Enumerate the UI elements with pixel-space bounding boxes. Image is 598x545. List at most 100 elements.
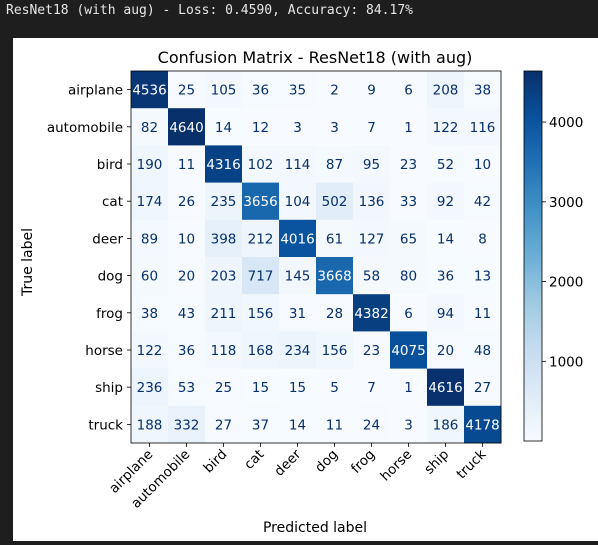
cell-value: 4640 — [169, 120, 203, 136]
heatmap-cell — [353, 108, 391, 146]
heatmap-cell — [242, 368, 280, 407]
heatmap-cell — [316, 71, 354, 109]
heatmap-cell — [353, 331, 391, 369]
chart-title: Confusion Matrix - ResNet18 (with aug) — [158, 48, 473, 67]
heatmap-cell — [131, 145, 169, 183]
heatmap-cell — [242, 257, 280, 295]
heatmap-cell — [390, 219, 428, 258]
heatmap-cell — [279, 219, 317, 258]
cell-value: 28 — [326, 306, 343, 322]
y-tick-label: ship — [95, 380, 123, 396]
colorbar: 1000 2000 3000 4000 — [523, 70, 583, 442]
y-tick-label: deer — [92, 231, 123, 247]
cell-value: 26 — [178, 194, 195, 210]
cell-value: 4016 — [280, 231, 314, 247]
heatmap-cell — [353, 368, 391, 407]
cell-value: 168 — [248, 343, 274, 359]
heatmap-cell — [353, 405, 391, 444]
heatmap-cell — [131, 294, 169, 332]
heatmap-cell — [427, 331, 465, 369]
cell-value: 65 — [400, 231, 417, 247]
cell-value: 234 — [285, 343, 311, 359]
cell-value: 82 — [141, 120, 158, 136]
cell-value: 3 — [404, 417, 413, 433]
heatmap-cell — [205, 257, 243, 295]
heatmap-cell — [427, 257, 465, 295]
heatmap-cell — [353, 257, 391, 295]
cell-value: 6 — [404, 306, 413, 322]
cell-value: 3668 — [317, 269, 351, 285]
heatmap-cell — [205, 405, 243, 444]
cell-value: 43 — [178, 306, 195, 322]
cell-value: 11 — [474, 306, 491, 322]
cell-value: 116 — [470, 120, 496, 136]
heatmap-cell — [427, 294, 465, 332]
cell-value: 24 — [363, 417, 380, 433]
cell-value: 58 — [363, 269, 380, 285]
heatmap-cell — [168, 257, 206, 295]
cell-value: 15 — [289, 380, 306, 396]
heatmap-cells — [131, 71, 502, 444]
heatmap-cell — [316, 405, 354, 444]
x-tick-label: deer — [271, 446, 304, 479]
heatmap-cell — [353, 219, 391, 258]
heatmap-cell — [131, 368, 169, 407]
cell-value: 235 — [211, 194, 237, 210]
cell-value: 104 — [285, 194, 311, 210]
x-tick-label: frog — [348, 447, 378, 477]
heatmap-cell — [316, 368, 354, 407]
heatmap-cell — [390, 182, 428, 221]
heatmap-cell — [205, 331, 243, 369]
heatmap-cell — [168, 405, 206, 444]
cell-value: 23 — [363, 343, 380, 359]
heatmap-cell — [205, 368, 243, 407]
heatmap-cell — [205, 219, 243, 258]
heatmap-cell — [279, 331, 317, 369]
cell-value: 48 — [474, 343, 491, 359]
heatmap-cell — [316, 257, 354, 295]
cell-value: 127 — [359, 231, 385, 247]
cell-value: 80 — [400, 269, 417, 285]
heatmap-cell — [168, 145, 206, 183]
cell-value: 208 — [433, 83, 459, 99]
cell-value: 332 — [174, 417, 200, 433]
heatmap-cell — [427, 108, 465, 146]
heatmap-cell — [390, 368, 428, 407]
heatmap-cell — [279, 294, 317, 332]
heatmap-cell — [390, 71, 428, 109]
y-tick-label: truck — [88, 417, 123, 433]
heatmap-cell — [427, 71, 465, 109]
cell-value: 42 — [474, 194, 491, 210]
heatmap-cell — [279, 108, 317, 146]
cell-value: 14 — [437, 231, 454, 247]
cell-value: 53 — [178, 380, 195, 396]
x-tick-label: ship — [421, 447, 452, 478]
cell-value: 236 — [137, 380, 163, 396]
heatmap-cell — [353, 182, 391, 221]
cell-value: 11 — [178, 157, 195, 173]
heatmap-cell — [279, 145, 317, 183]
cell-value: 95 — [363, 157, 380, 173]
heatmap-cell — [427, 405, 465, 444]
cell-value: 3 — [330, 120, 339, 136]
cell-value: 4178 — [465, 417, 499, 433]
cell-value: 186 — [433, 417, 459, 433]
heatmap-cell — [279, 257, 317, 295]
x-tick-label: cat — [241, 447, 267, 473]
cell-value: 4536 — [132, 83, 166, 99]
heatmap-cell — [131, 182, 169, 221]
heatmap-cell — [242, 108, 280, 146]
cell-value: 174 — [137, 194, 163, 210]
heatmap-cell — [353, 71, 391, 109]
heatmap-cell — [131, 108, 169, 146]
heatmap-cell — [279, 368, 317, 407]
colorbar-tick-label: 4000 — [549, 115, 583, 131]
heatmap-cell — [131, 257, 169, 295]
heatmap-cell — [353, 145, 391, 183]
heatmap-cell — [242, 331, 280, 369]
heatmap-cell — [279, 182, 317, 221]
heatmap-cell — [242, 219, 280, 258]
cell-value: 20 — [437, 343, 454, 359]
heatmap-cell — [464, 405, 502, 444]
